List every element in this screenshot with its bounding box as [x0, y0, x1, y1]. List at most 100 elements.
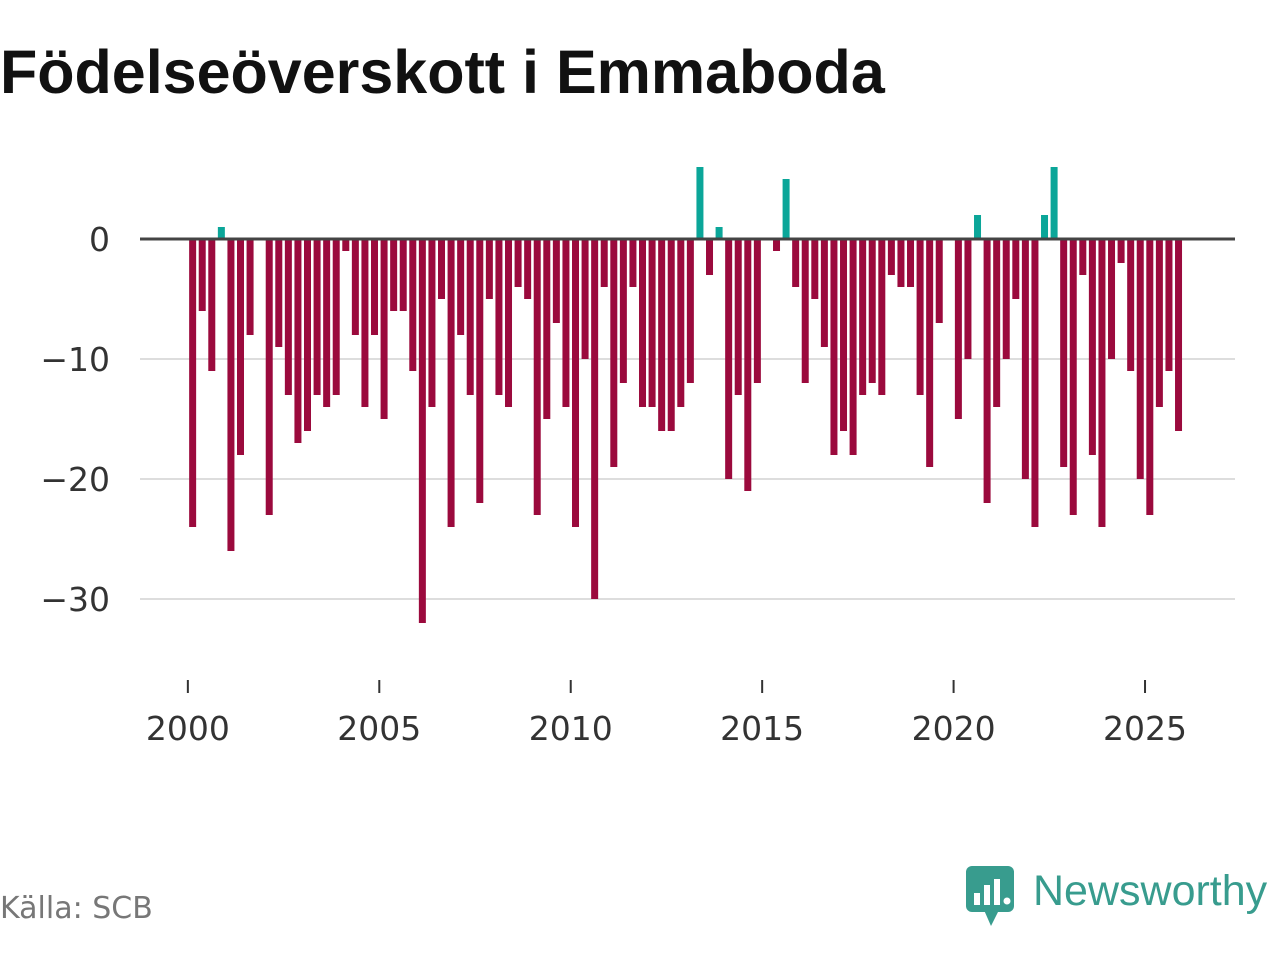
bar: [677, 239, 685, 407]
bars: [189, 167, 1183, 623]
bar: [706, 239, 714, 275]
bar: [246, 239, 254, 335]
bar: [1060, 239, 1068, 467]
source-label: Källa: SCB: [0, 891, 153, 926]
bar: [591, 239, 599, 599]
bar: [887, 239, 895, 275]
bar: [773, 239, 781, 251]
x-tick-label: 2000: [146, 709, 230, 748]
bar: [428, 239, 436, 407]
bar: [1069, 239, 1077, 515]
bar: [447, 239, 455, 527]
bar: [457, 239, 465, 335]
brand-name: Newsworthy: [1033, 867, 1268, 915]
bar: [438, 239, 446, 299]
bar: [1041, 215, 1049, 239]
bar: [533, 239, 541, 515]
bar: [313, 239, 321, 395]
logo-dot: [1003, 897, 1011, 905]
x-tick-label: 2025: [1103, 709, 1187, 748]
bar: [648, 239, 656, 407]
bar: [514, 239, 522, 287]
logo-bar-3: [994, 879, 1000, 905]
bar: [1050, 167, 1058, 239]
bar: [399, 239, 407, 311]
bar: [227, 239, 235, 551]
bar: [667, 239, 675, 431]
x-tick-label: 2020: [912, 709, 996, 748]
logo-bar-1: [974, 893, 980, 905]
bar: [868, 239, 876, 383]
bar: [753, 239, 761, 383]
bar: [466, 239, 474, 395]
bar: [1127, 239, 1135, 371]
bar: [974, 215, 982, 239]
bar: [782, 179, 790, 239]
bar: [1136, 239, 1144, 479]
bar: [696, 167, 704, 239]
bar: [734, 239, 742, 395]
bar: [820, 239, 828, 347]
bar: [543, 239, 551, 419]
chart-title: Födelseöverskott i Emmaboda: [0, 38, 886, 106]
y-tick-label: −20: [40, 460, 110, 499]
bar: [639, 239, 647, 407]
bar: [610, 239, 618, 467]
bar: [1108, 239, 1116, 359]
bar: [1031, 239, 1039, 527]
bar: [572, 239, 580, 527]
bar: [658, 239, 666, 431]
bar: [801, 239, 809, 383]
bar: [581, 239, 589, 359]
bar: [351, 239, 359, 335]
bar: [859, 239, 867, 395]
x-tick-label: 2015: [720, 709, 804, 748]
bar: [1002, 239, 1010, 359]
bar: [552, 239, 560, 323]
bar: [830, 239, 838, 455]
bar: [849, 239, 857, 455]
bar: [505, 239, 513, 407]
y-tick-label: 0: [89, 220, 110, 259]
bar: [323, 239, 331, 407]
bar: [562, 239, 570, 407]
bar: [284, 239, 292, 395]
bar: [361, 239, 369, 407]
bar: [418, 239, 426, 623]
bar: [954, 239, 962, 419]
bar: [811, 239, 819, 299]
logo-bar-2: [984, 885, 990, 905]
bar: [275, 239, 283, 347]
bar: [897, 239, 905, 287]
y-tick-label: −30: [40, 580, 110, 619]
bar: [878, 239, 886, 395]
bar: [217, 227, 225, 239]
y-tick-label: −10: [40, 340, 110, 379]
bar: [198, 239, 206, 311]
bar: [916, 239, 924, 395]
bar: [294, 239, 302, 443]
bar: [715, 227, 723, 239]
bar: [476, 239, 484, 503]
bar: [380, 239, 388, 419]
bar: [1146, 239, 1154, 515]
bar: [409, 239, 417, 371]
bar: [1165, 239, 1173, 371]
bar: [1175, 239, 1183, 431]
x-axis: 2000 2005 2010 2015 2020 2025: [146, 680, 1187, 748]
bar: [495, 239, 503, 395]
bar: [189, 239, 197, 527]
bar: [725, 239, 733, 479]
bar: [600, 239, 608, 287]
bar: [686, 239, 694, 383]
bar: [1098, 239, 1106, 527]
bar: [983, 239, 991, 503]
bar: [629, 239, 637, 287]
bar: [1117, 239, 1125, 263]
bar: [304, 239, 311, 431]
bar: [371, 239, 379, 335]
bar: [342, 239, 350, 251]
x-tick-label: 2010: [529, 709, 613, 748]
y-axis-labels: 0 −10 −20 −30: [40, 220, 110, 619]
x-tick-label: 2005: [337, 709, 421, 748]
